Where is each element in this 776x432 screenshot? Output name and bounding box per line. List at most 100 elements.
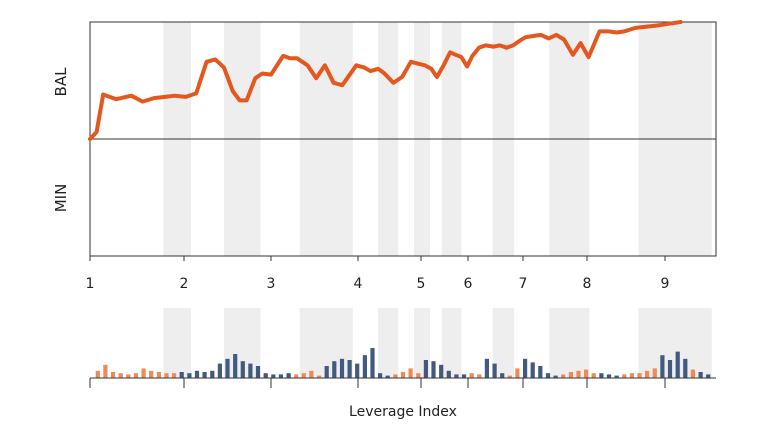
bar-6 [133, 373, 139, 378]
bar-69 [614, 375, 619, 378]
bar-40 [393, 374, 398, 378]
bar-12 [179, 372, 184, 378]
bar-74 [652, 368, 657, 378]
bar-11 [172, 373, 177, 378]
bar-68 [606, 374, 612, 378]
bar-62 [561, 374, 566, 378]
bar-51 [477, 374, 482, 378]
x-axis-label: Leverage Index [349, 404, 457, 420]
bar-43 [416, 373, 421, 378]
bar-60 [545, 373, 551, 378]
bar-52 [484, 358, 489, 378]
bar-29 [309, 370, 314, 378]
bar-48 [454, 374, 459, 378]
bar-37 [370, 348, 375, 378]
bar-shaded-bands [163, 308, 712, 378]
bar-10 [164, 373, 169, 378]
bar-45 [431, 361, 436, 378]
bar-7 [141, 368, 146, 378]
bar-23 [263, 373, 268, 378]
bar-27 [294, 374, 299, 378]
x-tick-label-2: 2 [180, 276, 189, 292]
bar-56 [515, 368, 520, 378]
bar-77 [675, 351, 680, 378]
bar-21 [248, 363, 253, 378]
bar-26 [286, 373, 291, 378]
bar-39 [385, 375, 390, 378]
bar-33 [339, 358, 345, 378]
bar-22 [255, 366, 261, 378]
bar-73 [645, 370, 650, 378]
bar-79 [690, 369, 695, 378]
bar-54 [500, 373, 505, 378]
x-tick-label-5: 5 [417, 276, 426, 292]
bar-chart [95, 348, 711, 378]
bar-41 [400, 372, 406, 378]
bar-30 [317, 375, 322, 378]
bar-24 [271, 374, 276, 378]
bar-3 [111, 372, 116, 378]
bar-25 [278, 374, 283, 378]
bar-4 [118, 373, 123, 378]
x-tick-label-3: 3 [267, 276, 276, 292]
bar-55 [507, 375, 512, 378]
bar-80 [698, 372, 703, 378]
bar-63 [568, 372, 573, 378]
bar-66 [591, 373, 596, 378]
bar-28 [301, 373, 306, 378]
bar-shaded-band-9 [638, 308, 712, 378]
bar-61 [553, 375, 558, 378]
bar-1 [95, 370, 100, 378]
bar-shaded-band-4 [378, 308, 399, 378]
bar-76 [667, 360, 673, 378]
bar-72 [637, 373, 642, 378]
bar-shaded-band-8 [549, 308, 590, 378]
bar-14 [194, 370, 200, 378]
x-tick-label-8: 8 [583, 276, 592, 292]
bar-81 [706, 374, 711, 378]
bar-16 [210, 370, 215, 378]
bar-59 [538, 366, 543, 378]
bar-34 [347, 360, 352, 378]
bar-shaded-band-1 [163, 308, 191, 378]
bar-70 [622, 374, 627, 378]
bar-2 [103, 364, 108, 378]
bar-15 [202, 372, 207, 378]
bar-49 [461, 374, 467, 378]
x-tick-label-7: 7 [519, 276, 528, 292]
bar-47 [446, 370, 451, 378]
bar-19 [233, 354, 238, 378]
bar-axis-ticks [89, 378, 666, 388]
bar-71 [629, 373, 634, 378]
bar-20 [240, 361, 245, 378]
bar-38 [378, 373, 383, 378]
bar-50 [469, 373, 474, 378]
x-tick-label-6: 6 [464, 276, 473, 292]
bar-35 [355, 363, 360, 378]
x-tick-label-4: 4 [354, 276, 363, 292]
bar-32 [332, 361, 337, 378]
x-tick-label-1: 1 [86, 276, 95, 292]
bar-64 [576, 370, 581, 378]
bar-67 [599, 373, 604, 378]
bar-44 [423, 360, 428, 378]
bar-shaded-band-7 [492, 308, 515, 378]
main-series-line [88, 20, 683, 141]
bar-57 [523, 358, 528, 378]
bar-8 [149, 370, 154, 378]
bar-17 [217, 363, 222, 378]
bar-36 [362, 355, 367, 378]
bar-53 [492, 363, 497, 378]
y-axis-label-top: BAL [52, 67, 70, 97]
bar-shaded-band-6 [441, 308, 462, 378]
bar-13 [187, 373, 192, 378]
x-tick-label-9: 9 [661, 276, 670, 292]
bar-58 [530, 362, 535, 378]
bar-65 [584, 369, 589, 378]
x-axis-ticks: 1 2 3 4 5 6 7 8 9 [86, 256, 670, 292]
bar-31 [324, 366, 329, 378]
bar-18 [225, 358, 230, 378]
bar-78 [683, 358, 688, 378]
bar-5 [126, 374, 131, 378]
